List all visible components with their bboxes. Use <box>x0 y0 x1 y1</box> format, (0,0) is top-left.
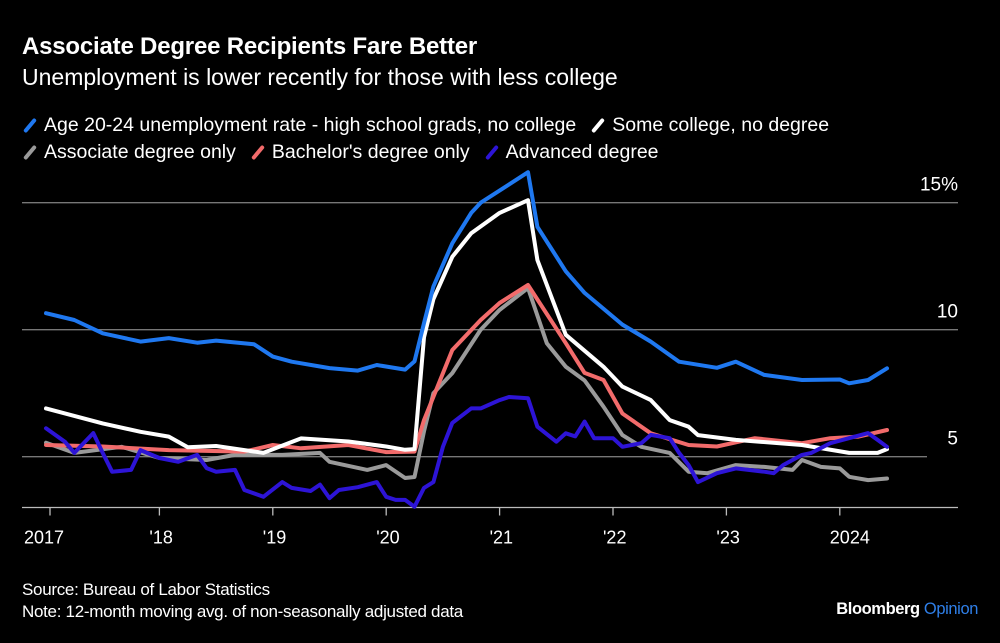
legend-item-advanced: Advanced degree <box>484 141 659 164</box>
legend-row-1: Age 20-24 unemployment rate - high schoo… <box>22 114 843 137</box>
brand-name: Bloomberg <box>836 600 920 618</box>
y-tick-label: 10 <box>937 302 958 323</box>
legend-item-bachelors: Bachelor's degree only <box>250 141 470 164</box>
x-tick-label: '20 <box>376 528 399 548</box>
series-line-3 <box>44 283 889 455</box>
x-tick-label: 2017 <box>24 528 64 548</box>
series-line-0 <box>44 170 889 386</box>
legend-label: Advanced degree <box>505 141 659 163</box>
legend-item-some-college: Some college, no degree <box>590 114 829 137</box>
brand-accent: Opinion <box>923 600 978 618</box>
footnote: Note: 12-month moving avg. of non-season… <box>22 602 463 621</box>
series-line-4 <box>44 395 889 509</box>
legend-row-2: Associate degree only Bachelor's degree … <box>22 141 673 164</box>
source-note: Source: Bureau of Labor Statistics <box>22 580 270 599</box>
y-tick-label: 15% <box>920 175 958 196</box>
x-tick-label: '21 <box>490 528 513 548</box>
legend-item-high-school: Age 20-24 unemployment rate - high schoo… <box>22 114 576 137</box>
x-tick-label: '19 <box>263 528 286 548</box>
legend-label: Associate degree only <box>44 141 236 163</box>
legend-label: Age 20-24 unemployment rate - high schoo… <box>44 114 577 136</box>
legend-label: Bachelor's degree only <box>271 141 470 163</box>
legend-label: Some college, no degree <box>612 114 830 136</box>
chart-subtitle: Unemployment is lower recently for those… <box>22 64 618 90</box>
x-tick-label: '22 <box>603 528 626 548</box>
chart-title: Associate Degree Recipients Fare Better <box>22 33 478 60</box>
x-tick-label: 2024 <box>830 528 870 548</box>
x-tick-label: '23 <box>716 528 739 548</box>
legend-item-associate: Associate degree only <box>22 141 236 164</box>
x-tick-label: '18 <box>149 528 172 548</box>
series-line-1 <box>44 198 889 455</box>
brand-logo: Bloomberg Opinion <box>836 600 978 619</box>
y-tick-label: 5 <box>947 429 958 450</box>
